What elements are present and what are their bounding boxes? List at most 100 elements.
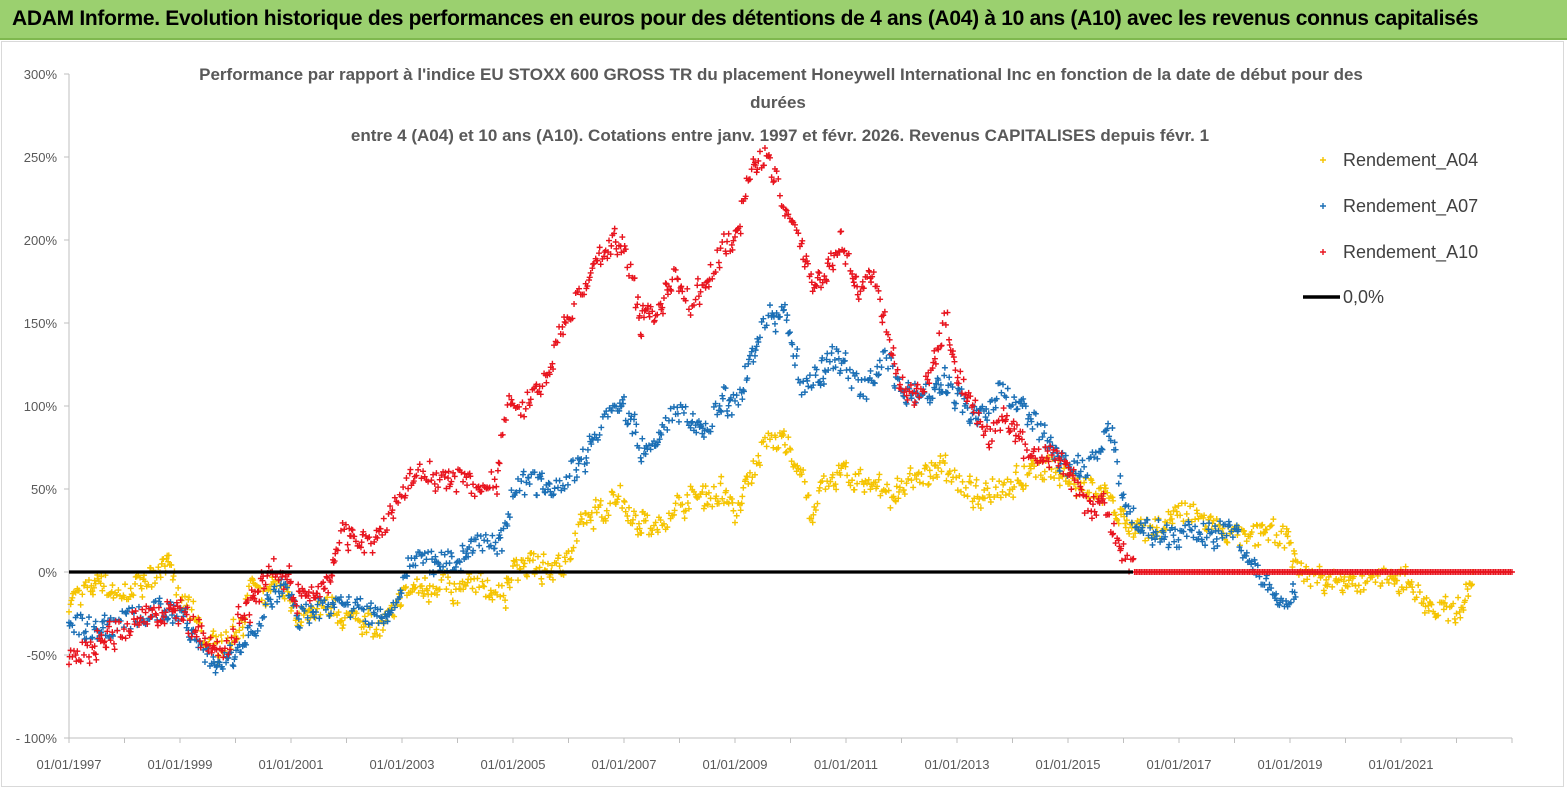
data-point: [1415, 582, 1422, 589]
chart-area: 300% 250% 200% 150% 100% 50% 0% -50% - 100% 01/01…: [0, 40, 1567, 790]
data-point: [605, 512, 612, 519]
data-point: [233, 629, 240, 636]
x-tick-label: 01/01/1999: [147, 757, 212, 772]
data-point: [99, 587, 106, 594]
data-point: [1037, 420, 1044, 427]
data-point: [1081, 479, 1088, 486]
data-point: [615, 493, 622, 500]
data-point: [431, 480, 438, 487]
data-point: [1243, 549, 1250, 556]
data-point: [320, 579, 327, 586]
data-point: [933, 381, 940, 388]
data-point: [517, 412, 524, 419]
data-point: [192, 627, 199, 634]
data-point: [1132, 530, 1139, 537]
data-point: [456, 559, 463, 566]
data-point: [344, 541, 351, 548]
data-point: [1290, 581, 1297, 588]
data-point: [489, 532, 496, 539]
data-point: [410, 478, 417, 485]
data-point: [1111, 509, 1118, 516]
data-point: [939, 320, 946, 327]
data-point: [681, 515, 688, 522]
data-point: [1109, 424, 1116, 431]
data-point: [911, 472, 918, 479]
data-point: [1140, 529, 1147, 536]
data-point: [538, 575, 545, 582]
data-point: [504, 522, 511, 529]
data-point: [969, 498, 976, 505]
y-tick-label: 300%: [24, 67, 58, 82]
data-point: [287, 578, 294, 585]
data-point: [183, 611, 190, 618]
data-point: [689, 410, 696, 417]
data-point: [1079, 457, 1086, 464]
data-point: [331, 604, 338, 611]
data-point: [894, 366, 901, 373]
data-point: [1339, 589, 1346, 596]
data-point: [648, 531, 655, 538]
data-point: [1292, 593, 1299, 600]
data-point: [1105, 420, 1112, 427]
data-point: [1468, 581, 1475, 588]
data-point: [1445, 617, 1452, 624]
data-point: [568, 547, 575, 554]
data-point: [1094, 455, 1101, 462]
data-point: [761, 434, 768, 441]
data-point: [679, 288, 686, 295]
data-point: [498, 547, 505, 554]
data-point: [951, 467, 958, 474]
data-point: [379, 615, 386, 622]
data-point: [404, 573, 411, 580]
data-point: [245, 632, 252, 639]
data-point: [665, 510, 672, 517]
data-point: [728, 411, 735, 418]
data-point: [1013, 462, 1020, 469]
data-point: [155, 564, 162, 571]
data-point: [460, 478, 467, 485]
data-point: [430, 583, 437, 590]
data-point: [478, 488, 485, 495]
data-point: [180, 617, 187, 624]
data-point: [544, 560, 551, 567]
data-point: [935, 377, 942, 384]
data-point: [161, 620, 168, 627]
data-point: [877, 296, 884, 303]
data-point: [1183, 533, 1190, 540]
data-point: [173, 591, 180, 598]
data-point: [531, 469, 538, 476]
data-point: [327, 610, 334, 617]
data-point: [625, 504, 632, 511]
data-point: [148, 613, 155, 620]
data-point: [494, 591, 501, 598]
data-point: [835, 355, 842, 362]
data-point: [369, 620, 376, 627]
data-point: [442, 469, 449, 476]
data-point: [760, 315, 767, 322]
data-point: [987, 499, 994, 506]
data-point: [967, 416, 974, 423]
data-point: [632, 304, 639, 311]
data-point: [432, 488, 439, 495]
data-point: [205, 648, 212, 655]
data-point: [1045, 458, 1052, 465]
data-point: [930, 475, 937, 482]
data-point: [1069, 472, 1076, 479]
data-point: [306, 597, 313, 604]
data-point: [737, 230, 744, 237]
data-point: [893, 483, 900, 490]
data-point: [490, 484, 497, 491]
data-point: [575, 460, 582, 467]
data-point: [332, 550, 339, 557]
data-point: [890, 493, 897, 500]
data-point: [891, 360, 898, 367]
data-point: [583, 459, 590, 466]
data-point: [962, 484, 969, 491]
data-point: [435, 484, 442, 491]
data-point: [621, 498, 628, 505]
data-point: [632, 429, 639, 436]
data-point: [342, 521, 349, 528]
data-point: [546, 480, 553, 487]
data-point: [837, 471, 844, 478]
data-point: [1118, 557, 1125, 564]
